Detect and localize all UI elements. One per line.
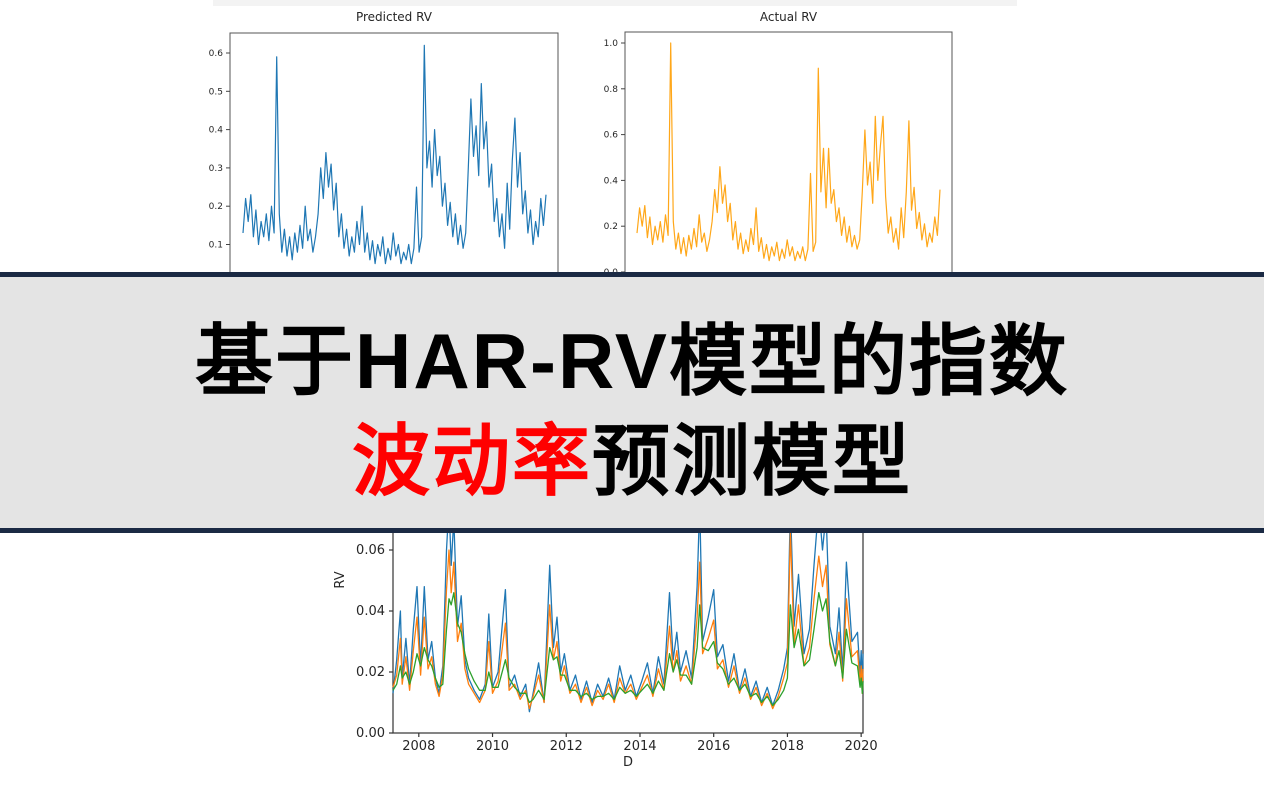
y-tick-label: 0.02 [356, 665, 385, 680]
x-tick-label: 2020 [845, 739, 878, 754]
combined-rv-chart: D RV 2008 2010 2012 2014 2016 2018 2020 0.06 0.0… [333, 503, 878, 770]
banner-title-line2: 波动率预测模型 [352, 411, 912, 511]
x-tick-label: 2014 [623, 739, 656, 754]
y-tick-label: 0.00 [356, 726, 385, 741]
banner-highlight-text: 波动率 [351, 416, 592, 505]
y-tick-label: 0.4 [209, 126, 224, 136]
banner-line2-rest: 预测模型 [592, 416, 913, 505]
plot-frame [229, 32, 559, 273]
y-tick-label: 0.6 [209, 49, 224, 59]
y-tick-label: 0.6 [604, 131, 619, 141]
actual-rv-chart: 1.00.80.60.40.20.0 [604, 31, 953, 277]
y-axis-label: RV [333, 571, 348, 588]
predicted-rv-line [242, 44, 547, 265]
predicted-rv-chart: 0.6 0.5 0.4 0.3 0.2 0.1 [209, 32, 559, 273]
plot-frame [624, 31, 953, 277]
y-tick-label: 0.2 [604, 222, 618, 232]
rv-daily-line [392, 503, 864, 713]
y-tick-label: 0.3 [209, 164, 223, 174]
x-axis-label: D [623, 755, 633, 770]
y-tick-label: 0.5 [209, 87, 223, 97]
y-tick-label: 0.2 [209, 202, 223, 212]
top-strip [213, 0, 1017, 6]
x-tick-label: 2008 [402, 739, 435, 754]
x-tick-label: 2018 [771, 739, 804, 754]
x-tick-label: 2012 [550, 739, 583, 754]
y-tick-label: 0.1 [209, 241, 223, 251]
x-tick-label: 2016 [697, 739, 730, 754]
y-tick-label: 0.8 [604, 85, 619, 95]
y-tick-label: 0.4 [604, 176, 619, 186]
rv-smoothed-line [392, 592, 864, 707]
actual-rv-line [636, 42, 941, 262]
predicted-rv-chart-title: Predicted RV [355, 10, 433, 24]
y-tick-label: 0.06 [356, 543, 385, 558]
x-tick-label: 2010 [476, 739, 509, 754]
actual-rv-chart-title: Actual RV [759, 10, 818, 24]
rv-predicted-line [392, 531, 864, 710]
title-banner: 基于HAR-RV模型的指数 波动率预测模型 [0, 272, 1264, 533]
y-tick-label: 0.04 [356, 604, 385, 619]
y-tick-label: 1.0 [604, 39, 619, 49]
banner-title-line1: 基于HAR-RV模型的指数 [195, 316, 1069, 405]
